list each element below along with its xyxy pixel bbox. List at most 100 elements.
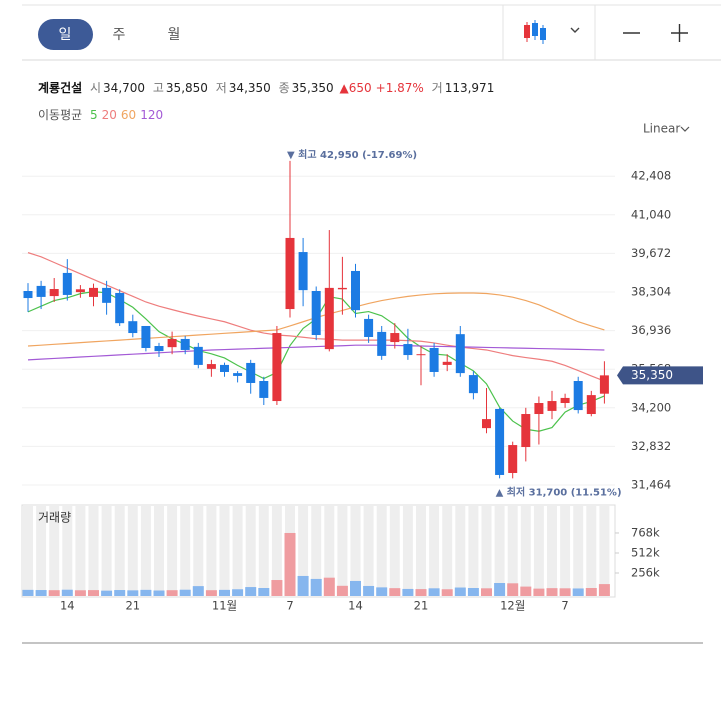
volume-pane <box>21 504 616 598</box>
candle-body <box>560 397 570 404</box>
volume-bar <box>350 580 361 596</box>
volume-bar <box>74 590 86 596</box>
volume-bar <box>363 585 375 596</box>
volume-bar <box>284 532 296 596</box>
candle-body <box>115 292 125 324</box>
scale-dropdown[interactable] <box>680 126 690 132</box>
volume-bar <box>297 575 309 596</box>
low-annotation: ▲ 최저 31,700 (11.51%) <box>496 485 622 498</box>
candle-body <box>377 331 387 356</box>
low-value: 34,350 <box>229 81 271 95</box>
volume-bar <box>310 578 322 596</box>
candle-body <box>521 414 531 448</box>
scale-selector[interactable]: Linear <box>643 122 680 136</box>
candle-body <box>75 289 85 293</box>
candle-body <box>180 338 190 350</box>
volume-bar <box>481 588 492 596</box>
tab-day[interactable]: 일 <box>59 27 72 43</box>
volume-bar <box>140 589 152 596</box>
candle-body <box>62 272 72 295</box>
current-price-tag <box>617 366 703 385</box>
volume-bar <box>428 588 440 596</box>
volume-bar <box>585 587 597 596</box>
x-tick-label: 14 <box>60 599 75 613</box>
candle-body <box>128 321 138 334</box>
y-tick-label: 42,408 <box>631 169 671 183</box>
candle-body <box>206 364 216 369</box>
quote-line: 계룡건설 시 34,700 고 35,850 저 34,350 종 35,350 ▲65… <box>38 80 494 95</box>
candle-body <box>455 334 465 374</box>
low-label: 저 <box>216 81 227 95</box>
candle-body <box>482 419 491 429</box>
volume-bar <box>192 586 204 596</box>
zoom-in[interactable] <box>671 24 688 42</box>
close-label: 종 <box>279 81 290 95</box>
volume-bar <box>467 587 479 596</box>
volume-bar <box>336 585 348 596</box>
candle-body <box>220 364 229 372</box>
candle-body <box>324 287 334 350</box>
candle-body <box>36 285 46 297</box>
tab-active-pill[interactable] <box>38 19 93 50</box>
y-tick-label: 36,936 <box>631 323 671 337</box>
candle-body <box>390 333 400 343</box>
volume-bar <box>232 589 244 596</box>
volume-title: 거래량 <box>38 511 71 525</box>
candle-body <box>416 354 426 356</box>
volume-bar <box>61 589 73 596</box>
candle-body <box>233 373 243 376</box>
volume-bar <box>153 590 165 596</box>
volume-bar <box>271 580 283 596</box>
candle-body <box>442 361 452 365</box>
chart-type-icon[interactable] <box>524 20 546 44</box>
volume-bar <box>376 587 388 596</box>
change-percent: +1.87% <box>376 81 424 95</box>
x-tick-label: 14 <box>348 599 363 613</box>
ma-legend-entry: 5 <box>90 108 98 122</box>
volume-bar <box>494 582 506 596</box>
volume-bar <box>520 586 532 596</box>
candle-body <box>89 287 98 297</box>
ma-legend-entry: 60 <box>121 108 136 122</box>
volume-tick-label: 512k <box>631 545 660 559</box>
candle-body <box>154 346 164 352</box>
y-tick-label: 32,832 <box>631 439 671 453</box>
volume-bar <box>114 590 126 596</box>
open-label: 시 <box>90 81 101 95</box>
y-tick-label: 31,464 <box>631 478 671 492</box>
candle-body <box>403 344 413 356</box>
close-value: 35,350 <box>292 81 334 95</box>
tab-week[interactable]: 주 <box>113 27 126 43</box>
volume-bar <box>48 590 60 596</box>
ma-legend-entry: 120 <box>140 108 163 122</box>
candle-body <box>23 290 33 299</box>
candle-body <box>429 347 439 372</box>
candle-body <box>285 237 295 310</box>
moving-average-legend: 이동평균 5 20 60 120 <box>38 108 163 122</box>
candle-body <box>573 381 583 411</box>
candle-body <box>351 270 360 311</box>
candle-body <box>337 287 347 290</box>
candle-body <box>534 403 544 415</box>
candle-body <box>193 346 203 365</box>
candle-body <box>49 289 59 297</box>
volume-bar <box>205 590 217 596</box>
volume-bar <box>454 587 466 596</box>
candle-body <box>508 445 518 473</box>
moving-average-line <box>27 344 605 361</box>
stock-name: 계룡건설 <box>38 80 82 95</box>
volume-bar <box>389 588 401 596</box>
x-tick-label: 12월 <box>500 599 525 613</box>
chart-type-dropdown[interactable] <box>570 27 580 33</box>
tab-month[interactable]: 월 <box>168 27 181 43</box>
x-tick-label: 7 <box>286 599 293 613</box>
candle-body <box>586 395 596 415</box>
current-price-label: 35,350 <box>631 368 673 382</box>
candle-body <box>246 362 256 383</box>
x-tick-label: 11월 <box>212 599 237 613</box>
volume-bar <box>323 577 335 596</box>
x-tick-label: 21 <box>414 599 429 613</box>
volume-bar <box>559 588 571 596</box>
volume-bar <box>546 588 558 596</box>
volume-tick-label: 256k <box>631 565 660 579</box>
